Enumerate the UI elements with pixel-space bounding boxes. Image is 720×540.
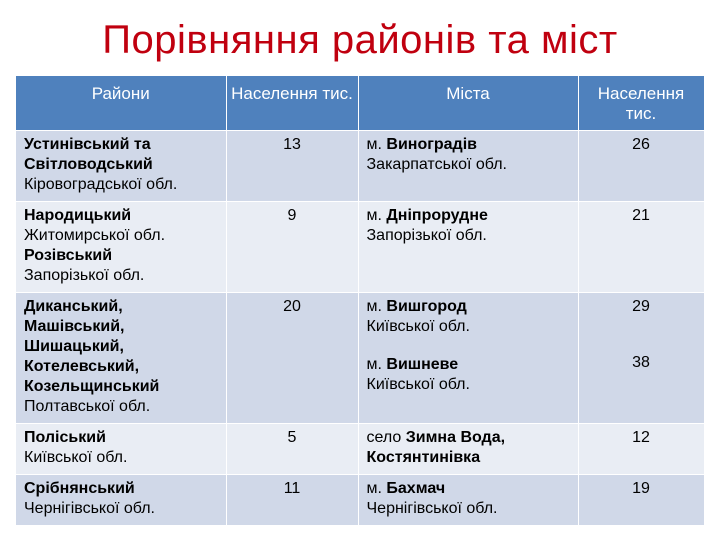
district-region: Київської обл. [24,449,128,466]
city-name: м. Виноградів [366,136,478,153]
district-cell: Диканський, Машівський, Шишацький, Котел… [16,292,227,424]
city-region: Запорізької обл. [366,227,487,244]
header-cities: Міста [358,76,579,131]
district-name: Поліський [24,429,106,446]
table-row: Поліський Київської обл. 5 село Зимна Вода,… [16,423,705,475]
district-name: Устинівський та Світловодський [24,136,153,173]
district-cell: Срібнянський Чернігівської обл. [16,474,227,525]
city-population-value: 38 [632,354,650,371]
district-population: 9 [226,201,359,293]
header-population-districts: Населення тис. [226,76,359,131]
city-region: Київської обл. [366,318,470,335]
table-row: Народицький Житомирської обл. Розівський За… [16,201,705,293]
city-population: 29 38 [578,292,705,424]
district-region: Полтавської обл. [24,398,151,415]
city-cell: село Зимна Вода, Костянтинівка [358,423,579,475]
city-region: Закарпатської обл. [366,156,508,173]
district-name: Народицький [24,207,132,224]
district-cell: Устинівський та Світловодський Кіровоград… [16,130,227,202]
city-population-value: 29 [632,298,650,315]
city-cell: м. Виноградів Закарпатської обл. [358,130,579,202]
city-population: 26 [578,130,705,202]
city-region: Київської обл. [366,376,470,393]
city-region: Чернігівської обл. [366,500,498,517]
header-districts: Райони [16,76,227,131]
city-population: 19 [578,474,705,525]
district-region: Кіровоградської обл. [24,176,178,193]
district-cell: Народицький Житомирської обл. Розівський За… [16,201,227,293]
city-name: м. Вишгород [366,298,467,315]
city-population-value: 21 [632,207,650,224]
city-cell: м. Дніпрорудне Запорізької обл. [358,201,579,293]
table-row: Срібнянський Чернігівської обл. 11 м. Бахма… [16,474,705,525]
city-name: село Зимна Вода, Костянтинівка [366,429,506,466]
district-cell: Поліський Київської обл. [16,423,227,475]
city-name: м. Дніпрорудне [366,207,488,224]
header-population-cities: Населення тис. [578,76,705,131]
city-name: м. Бахмач [366,480,446,497]
district-name: Розівський [24,247,113,264]
city-population-value: 26 [632,136,650,153]
district-population: 5 [226,423,359,475]
table-body: Устинівський та Світловодський Кіровоград… [16,130,705,525]
district-name: Диканський, Машівський, Шишацький, Котел… [24,298,160,395]
city-cell: м. Бахмач Чернігівської обл. [358,474,579,525]
district-population: 11 [226,474,359,525]
city-population-value: 19 [632,480,650,497]
city-name: м. Вишневе [366,356,459,373]
district-name: Срібнянський [24,480,135,497]
district-population: 20 [226,292,359,424]
district-region: Житомирської обл. [24,227,166,244]
slide-title: Порівняння районів та міст [102,18,618,62]
city-population-value: 12 [632,429,650,446]
comparison-table: Райони Населення тис. Міста Населення ти… [16,76,705,525]
district-region: Чернігівської обл. [24,500,155,517]
district-population: 13 [226,130,359,202]
table-header-row: Райони Населення тис. Міста Населення ти… [16,76,705,131]
city-population: 12 [578,423,705,475]
district-region: Запорізької обл. [24,267,145,284]
table-row: Диканський, Машівський, Шишацький, Котел… [16,292,705,424]
city-cell: м. Вишгород Київської обл. м. Вишневе Київс… [358,292,579,424]
table-row: Устинівський та Світловодський Кіровоград… [16,130,705,202]
city-population: 21 [578,201,705,293]
